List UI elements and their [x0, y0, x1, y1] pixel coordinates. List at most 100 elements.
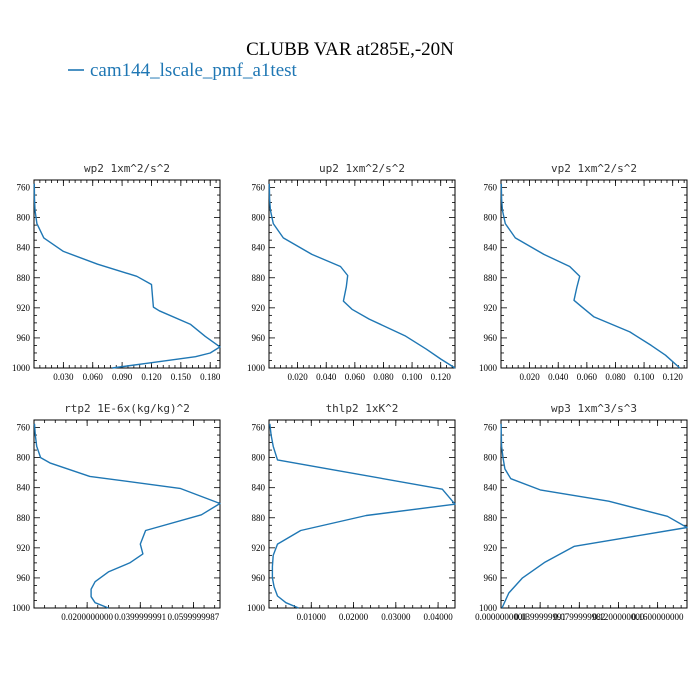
y-tick-label: 840: [17, 243, 31, 253]
series-line: [268, 183, 456, 369]
y-tick-label: 1000: [247, 363, 266, 373]
panel-title: wp2 1xm^2/s^2: [84, 162, 170, 175]
y-tick-label: 920: [252, 543, 266, 553]
x-tick-label: 0.0799999982: [553, 612, 605, 622]
panel-title: wp3 1xm^3/s^3: [551, 402, 637, 415]
x-tick-label: 0.020: [287, 372, 308, 382]
series-line: [33, 423, 221, 609]
y-tick-label: 1000: [247, 603, 266, 613]
series-line: [500, 183, 681, 369]
plot-frame: [500, 419, 688, 609]
y-tick-label: 760: [484, 183, 498, 193]
panel-title: rtp2 1E-6x(kg/kg)^2: [64, 402, 190, 415]
y-tick-label: 840: [252, 243, 266, 253]
x-tick-label: 0.0599999987: [168, 612, 220, 622]
x-tick-label: 0.01000: [297, 612, 327, 622]
plot-frame: [268, 419, 456, 609]
y-tick-label: 880: [484, 273, 498, 283]
legend: cam144_lscale_pmf_a1test: [68, 60, 298, 81]
panel-2: up2 1xm^2/s^2 760 800 840 880 920 960 1000 0.020…: [247, 162, 456, 382]
chart-title: CLUBB VAR at285E,-20N: [246, 39, 454, 60]
x-tick-label: 0.0200000000: [61, 612, 113, 622]
panel-1: wp2 1xm^2/s^2 760 800 840 880 920 960 1000 0.030…: [12, 162, 221, 382]
x-tick-label: 0.060: [83, 372, 104, 382]
y-tick-label: 920: [252, 303, 266, 313]
x-tick-label: 0.150: [171, 372, 192, 382]
y-tick-label: 760: [17, 183, 31, 193]
y-tick-label: 920: [17, 543, 31, 553]
y-tick-label: 1000: [12, 363, 31, 373]
y-tick-label: 760: [252, 423, 266, 433]
panel-5: thlp2 1xK^2 760 800 840 880 920 960 1000 0.01000…: [247, 402, 456, 622]
x-tick-label: 0.060: [345, 372, 366, 382]
y-tick-label: 840: [484, 243, 498, 253]
x-tick-label: 0.040: [548, 372, 569, 382]
y-tick-label: 960: [252, 573, 266, 583]
y-tick-label: 960: [484, 573, 498, 583]
y-tick-label: 760: [252, 183, 266, 193]
y-tick-label: 1000: [12, 603, 31, 613]
x-tick-label: 0.120: [431, 372, 452, 382]
y-tick-label: 920: [484, 543, 498, 553]
x-tick-label: 0.0399999991: [114, 612, 166, 622]
panels: wp2 1xm^2/s^2 760 800 840 880 920 960 1000 0.030…: [12, 162, 688, 622]
y-tick-label: 760: [484, 423, 498, 433]
plot-frame: [500, 179, 688, 369]
plot-frame: [268, 179, 456, 369]
panel-4: rtp2 1E-6x(kg/kg)^2 760 800 840 880 920 960 100…: [12, 402, 221, 622]
x-tick-label: 0.090: [112, 372, 133, 382]
x-tick-label: 0.04000: [423, 612, 453, 622]
y-tick-label: 880: [252, 513, 266, 523]
x-tick-label: 0.080: [605, 372, 626, 382]
panel-title: up2 1xm^2/s^2: [319, 162, 405, 175]
y-tick-label: 880: [17, 273, 31, 283]
y-tick-label: 960: [252, 333, 266, 343]
x-tick-label: 0.030: [53, 372, 74, 382]
panel-6: wp3 1xm^3/s^3 760 800 840 880 920 960 10000.000…: [475, 402, 688, 622]
y-tick-label: 840: [484, 483, 498, 493]
x-tick-label: 0.040: [316, 372, 337, 382]
legend-label: cam144_lscale_pmf_a1test: [90, 60, 298, 81]
plot-frame: [33, 179, 221, 369]
plot-frame: [33, 419, 221, 609]
y-tick-label: 760: [17, 423, 31, 433]
x-tick-label: 0.060: [577, 372, 598, 382]
x-tick-label: 0.02000: [339, 612, 369, 622]
x-tick-label: 0.100: [402, 372, 423, 382]
y-tick-label: 1000: [479, 603, 498, 613]
series-line: [500, 423, 688, 609]
x-tick-label: 0.080: [373, 372, 394, 382]
y-tick-label: 800: [252, 453, 266, 463]
x-tick-label: 0.120: [663, 372, 684, 382]
series-line: [33, 183, 221, 369]
x-tick-label: 0.100: [634, 372, 655, 382]
y-tick-label: 880: [484, 513, 498, 523]
y-tick-label: 800: [17, 213, 31, 223]
y-tick-label: 920: [17, 303, 31, 313]
y-tick-label: 800: [484, 453, 498, 463]
x-tick-label: 0.120: [141, 372, 162, 382]
x-tick-label: 0.180: [200, 372, 221, 382]
y-tick-label: 800: [484, 213, 498, 223]
y-tick-label: 840: [252, 483, 266, 493]
x-tick-label: 0.03000: [381, 612, 411, 622]
panel-title: thlp2 1xK^2: [326, 402, 399, 415]
y-tick-label: 920: [484, 303, 498, 313]
x-tick-label: 0.0000000000: [475, 612, 527, 622]
y-tick-label: 960: [17, 573, 31, 583]
panel-3: vp2 1xm^2/s^2 760 800 840 880 920 960 1000 0.020…: [479, 162, 688, 382]
x-tick-label: 0.1200000000: [593, 612, 645, 622]
y-tick-label: 840: [17, 483, 31, 493]
y-tick-label: 800: [252, 213, 266, 223]
y-tick-label: 800: [17, 453, 31, 463]
y-tick-label: 960: [17, 333, 31, 343]
panel-title: vp2 1xm^2/s^2: [551, 162, 637, 175]
x-tick-label: 0.020: [519, 372, 540, 382]
y-tick-label: 1000: [479, 363, 498, 373]
series-line: [269, 423, 456, 609]
y-tick-label: 960: [484, 333, 498, 343]
x-tick-label: 0.0399999991: [514, 612, 566, 622]
x-tick-label: 0.1600000000: [632, 612, 684, 622]
y-tick-label: 880: [252, 273, 266, 283]
